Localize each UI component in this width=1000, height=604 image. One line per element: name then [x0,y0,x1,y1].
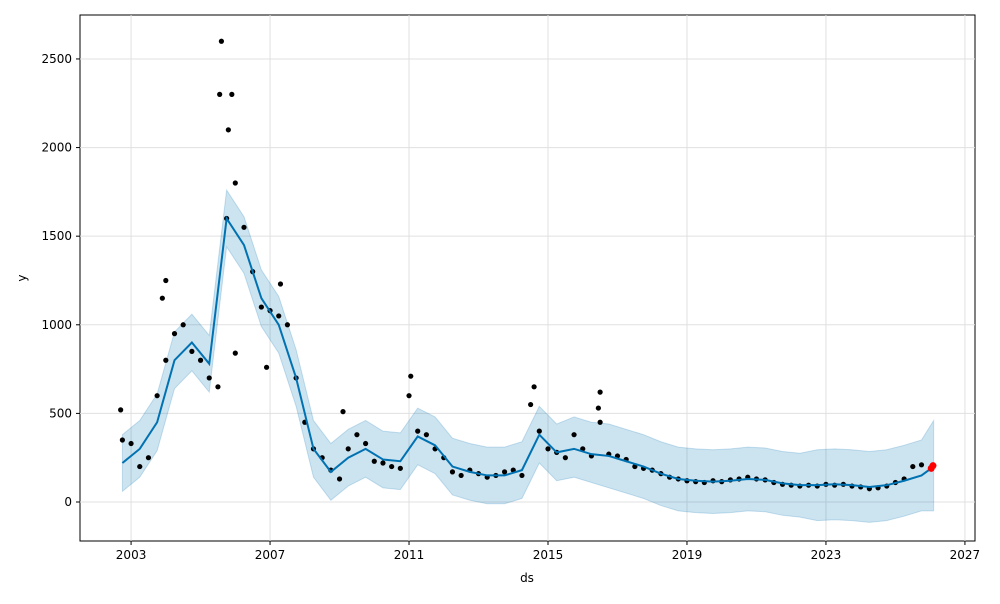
observed-point [119,437,125,443]
x-tick-label: 2011 [394,548,425,562]
observed-point [519,472,525,479]
observed-point [171,331,178,337]
observed-point [408,373,414,379]
observed-point [545,446,551,452]
x-axis-label: ds [520,571,534,585]
y-tick-label: 500 [49,406,72,420]
x-tick-label: 2019 [672,548,703,562]
observed-point [189,348,195,354]
observed-point [263,364,270,370]
x-tick-label: 2007 [255,548,286,562]
observed-point [528,401,534,408]
observed-point [340,409,346,415]
uncertainty-band [121,188,935,523]
observed-point [362,440,369,447]
observed-point [918,462,925,468]
observed-point [406,393,412,399]
observed-point [217,91,223,97]
x-tick-label: 2015 [533,548,564,562]
observed-point [225,127,231,133]
observed-point [276,313,282,319]
observed-point [597,389,603,395]
observed-point [232,180,238,186]
observed-point [206,375,212,381]
observed-point [458,472,464,479]
observed-point [415,428,421,434]
observed-point [536,428,542,434]
observed-point [180,322,186,328]
y-axis-label: y [15,274,29,281]
observed-point [145,455,152,461]
observed-point [371,458,377,464]
observed-point [345,446,351,452]
observed-point [595,405,601,411]
y-tick-label: 1000 [41,318,72,332]
observed-point [159,295,165,301]
observed-point [163,277,169,284]
observed-point [571,432,577,438]
y-tick-label: 1500 [41,229,72,243]
observed-point [910,463,916,470]
x-tick-label: 2003 [116,548,147,562]
observed-point [232,350,238,356]
observed-point [562,455,568,461]
observed-point [597,419,603,425]
observed-point [277,281,284,287]
observed-point [284,322,291,328]
observed-point [449,469,456,475]
observed-point [128,440,134,447]
y-tick-label: 2000 [41,141,72,155]
observed-point [197,357,204,363]
observed-point [258,304,264,310]
observed-point [218,38,225,44]
y-tick-label: 0 [64,495,72,509]
highlight-point [929,462,937,470]
x-tick-label: 2023 [811,548,842,562]
observed-point [118,407,124,413]
observed-point [137,463,143,470]
x-tick-label: 2027 [950,548,981,562]
observed-point [501,469,508,475]
observed-point [354,432,360,438]
forecast-line [121,215,935,488]
observed-point [229,91,235,97]
observed-point [380,460,386,466]
observed-point [154,393,160,399]
observed-point [423,432,429,438]
observed-point [397,465,403,471]
observed-point [241,224,247,230]
observed-point [531,384,537,390]
observed-point [336,476,343,482]
y-tick-label: 2500 [41,52,72,66]
observed-point [163,357,169,363]
observed-point [215,384,221,390]
observed-point [389,463,395,470]
